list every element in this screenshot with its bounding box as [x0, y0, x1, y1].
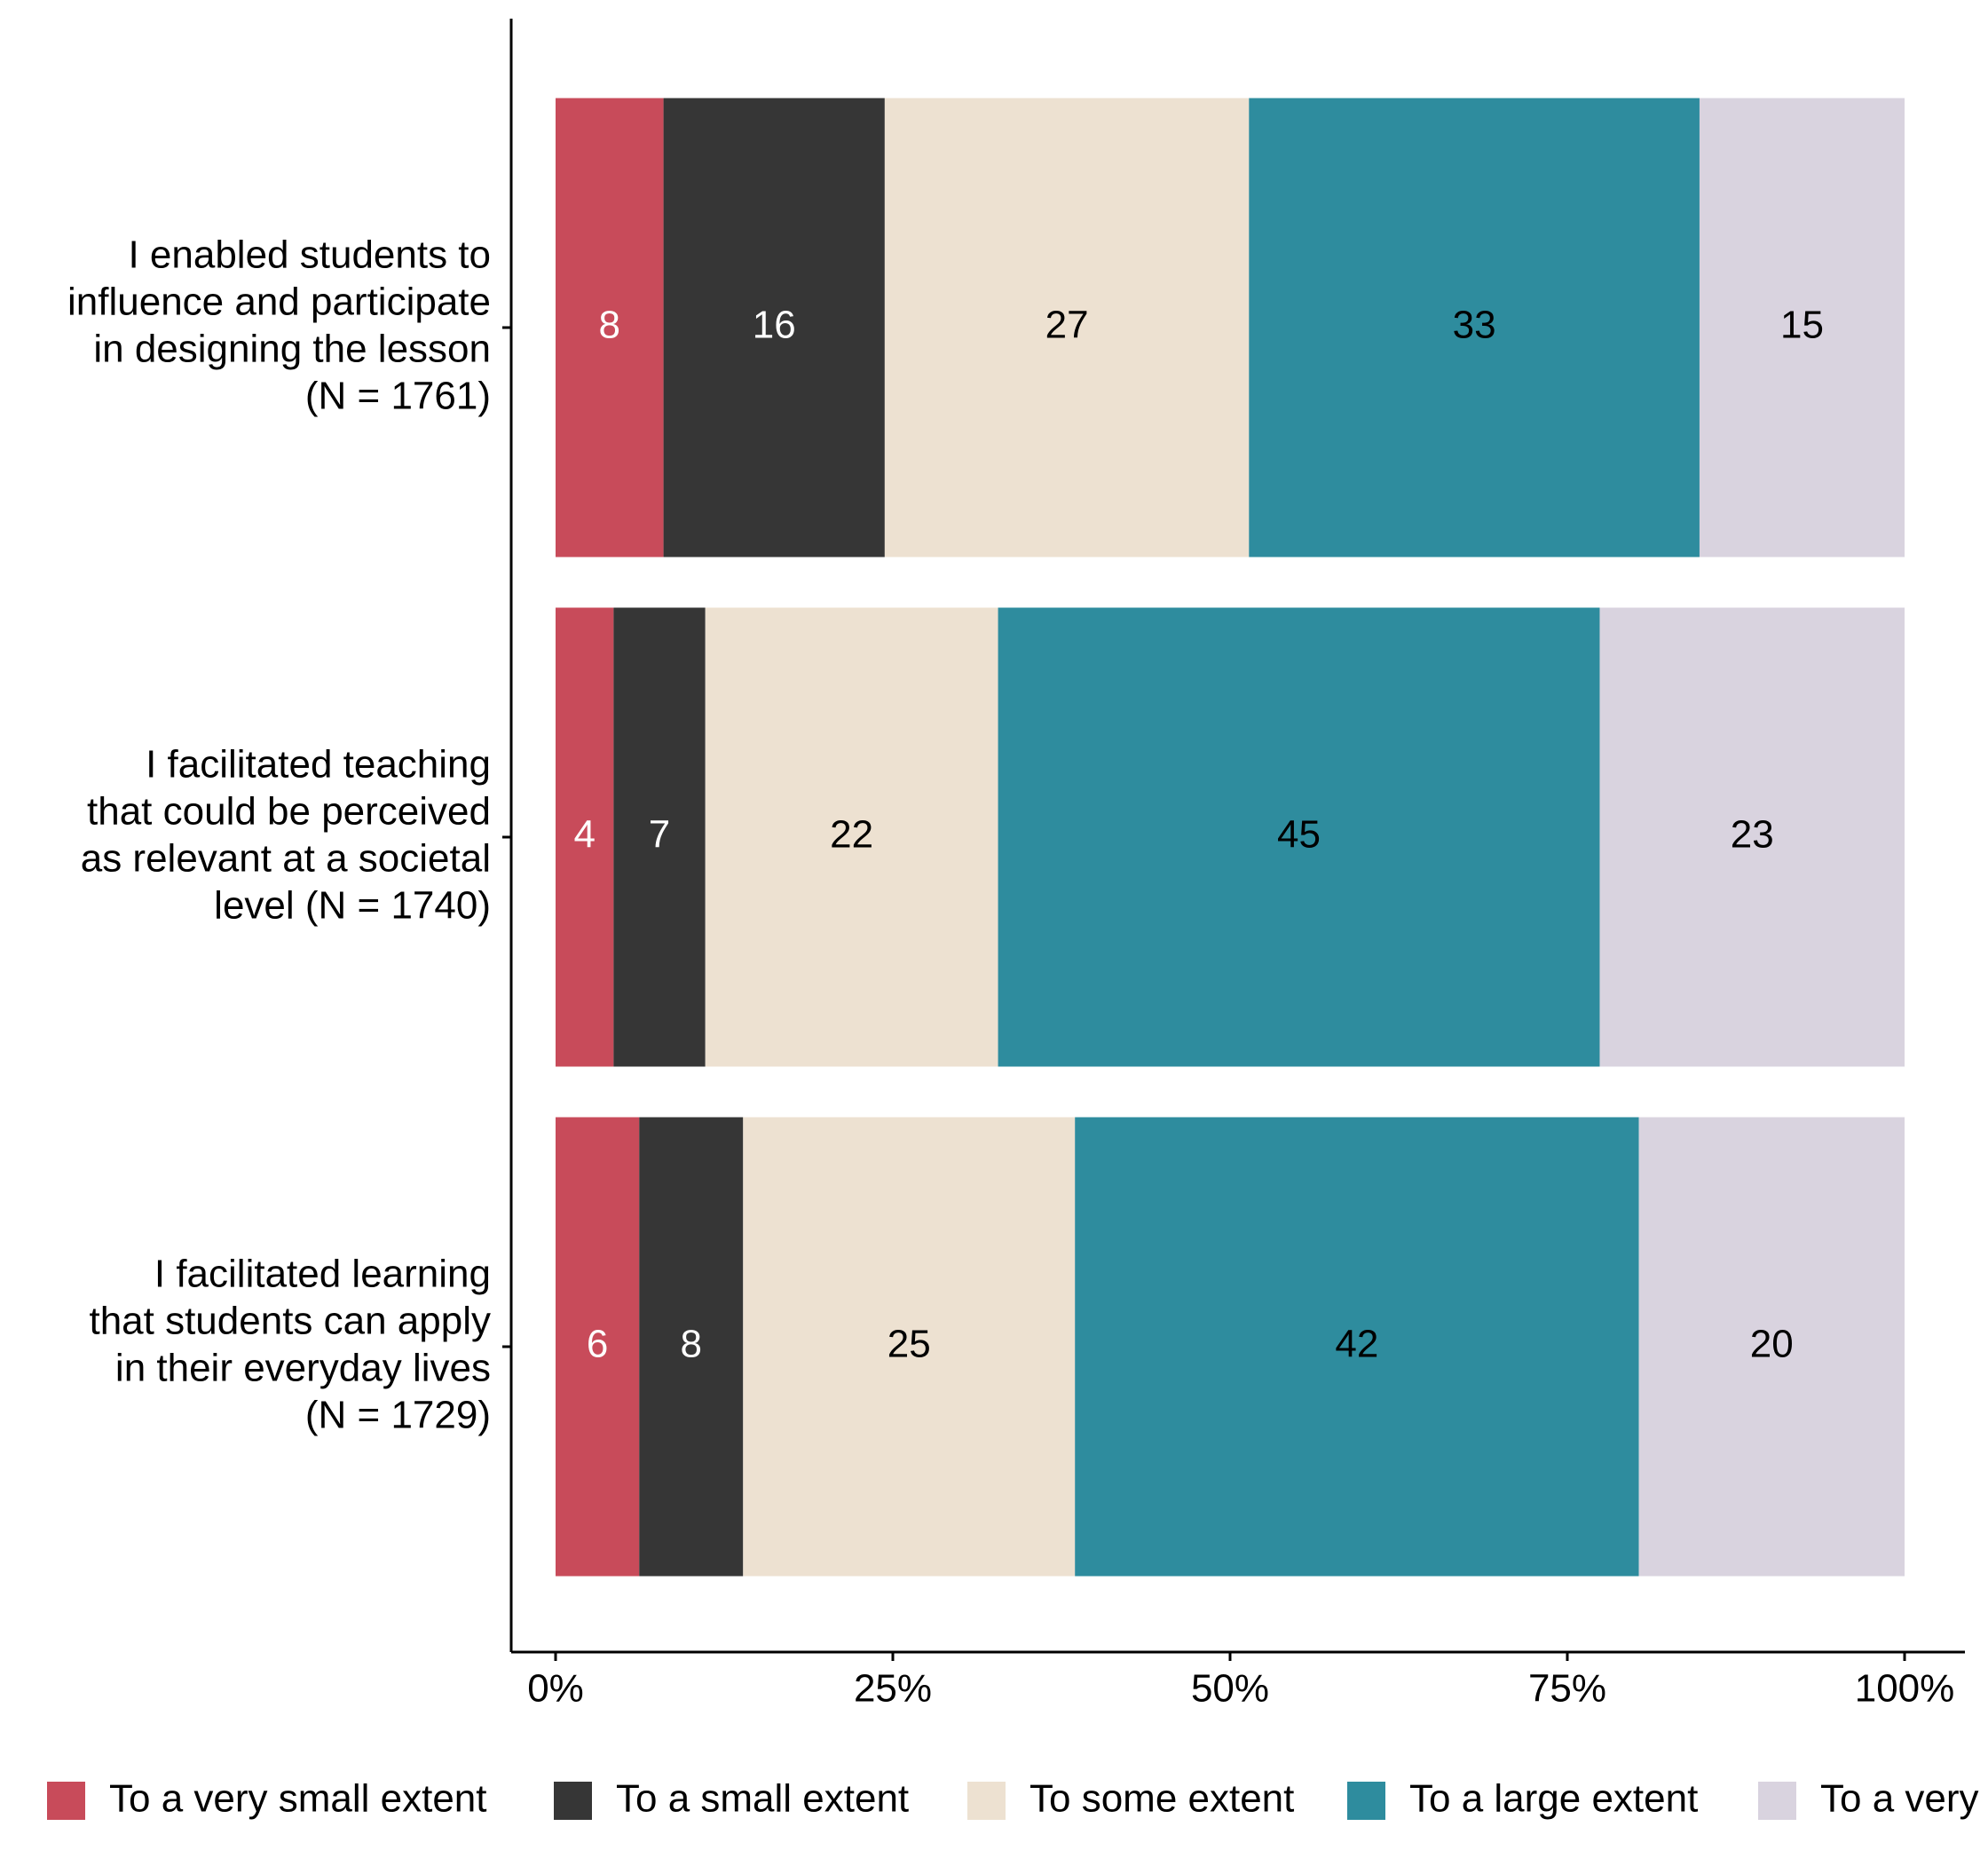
bar-segment [743, 1117, 1076, 1577]
x-tick-label: 75% [1528, 1667, 1606, 1711]
bar-segment [663, 98, 885, 557]
legend-label: To a very small extent [109, 1777, 487, 1821]
legend-label: To a small extent [616, 1777, 909, 1821]
value-label: 6 [587, 1323, 608, 1366]
legend-swatch [1758, 1782, 1796, 1820]
value-label: 8 [599, 304, 620, 347]
bar-segment [884, 98, 1250, 557]
value-label: 8 [681, 1323, 702, 1366]
bar-segment [1075, 1117, 1639, 1577]
bar-segment [556, 1117, 640, 1577]
bar-segment [705, 607, 998, 1067]
value-label: 20 [1750, 1323, 1794, 1366]
bar-segment [639, 1117, 744, 1577]
bar-segment [556, 98, 664, 557]
legend-swatch [554, 1782, 592, 1820]
bar-segment [1699, 98, 1905, 557]
category-label: I facilitated teaching that could be perc… [81, 742, 491, 927]
legend-label: To some extent [1030, 1777, 1294, 1821]
value-label: 45 [1277, 813, 1321, 857]
x-tick-label: 0% [527, 1667, 584, 1711]
x-tick-label: 100% [1855, 1667, 1955, 1711]
bar-segment [1599, 607, 1905, 1067]
value-label: 7 [649, 813, 670, 857]
value-label: 25 [888, 1323, 931, 1366]
legend-swatch [47, 1782, 85, 1820]
value-label: 16 [753, 304, 796, 347]
x-tick-label: 25% [854, 1667, 932, 1711]
bar-segment [1638, 1117, 1905, 1577]
value-label: 33 [1453, 304, 1496, 347]
legend-label: To a large extent [1409, 1777, 1698, 1821]
value-label: 42 [1335, 1323, 1378, 1366]
bar-segment [556, 607, 614, 1067]
legend-swatch [967, 1782, 1006, 1820]
value-label: 23 [1731, 813, 1774, 857]
value-label: 22 [830, 813, 873, 857]
category-label: I enabled students to influence and parti… [67, 233, 491, 417]
value-label: 4 [573, 813, 595, 857]
category-label: I facilitated learning that students can … [89, 1252, 491, 1436]
bar-segment [613, 607, 706, 1067]
x-tick-label: 50% [1191, 1667, 1269, 1711]
value-label: 27 [1045, 304, 1089, 347]
bar-segment [1249, 98, 1700, 557]
legend-label: To a very [1820, 1777, 1979, 1821]
legend-swatch [1347, 1782, 1385, 1820]
value-label: 15 [1780, 304, 1824, 347]
bar-segment [998, 607, 1600, 1067]
